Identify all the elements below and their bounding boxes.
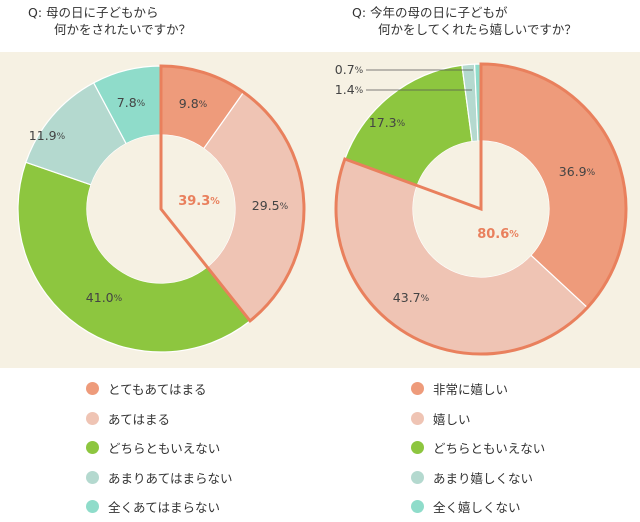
data-label-value: 11.9	[29, 128, 57, 143]
chart-2-highlight-outline	[334, 62, 628, 356]
legend-swatch	[86, 500, 99, 514]
legend-swatch	[411, 382, 424, 396]
chart-2-data-label-2: 43.7%	[393, 290, 430, 305]
center-value-number: 39.3	[178, 194, 210, 209]
data-label-value: 0.7	[335, 62, 355, 77]
chart-1-legend-item-1: とてもあてはまる	[86, 374, 233, 404]
data-label-unit: %	[137, 99, 146, 109]
chart-1-data-label-5: 7.8%	[117, 95, 146, 110]
legend-swatch	[86, 470, 99, 484]
chart-1-data-label-3: 41.0%	[86, 290, 123, 305]
chart-2-legend-item-5: 全く嬉しくない	[411, 492, 545, 522]
center-value-unit: %	[210, 196, 220, 207]
legend-label: どちらともいえない	[108, 441, 221, 457]
data-label-value: 43.7	[393, 290, 421, 305]
data-label-value: 36.9	[559, 164, 587, 179]
legend-label: 全く嬉しくない	[433, 500, 521, 516]
chart-1-data-label-1: 9.8%	[179, 96, 208, 111]
legend-swatch	[86, 441, 99, 455]
data-label-unit: %	[355, 86, 364, 96]
chart-1-data-label-4: 11.9%	[29, 128, 66, 143]
chart-1-title-line2: 何かをされたいですか？	[54, 22, 192, 37]
chart-2-data-label-3: 17.3%	[369, 115, 406, 130]
chart-2-legend-item-3: どちらともいえない	[411, 433, 545, 463]
legend-label: 非常に嬉しい	[433, 382, 509, 398]
chart-1-title-line1: Q: 母の日に子どもから	[28, 5, 159, 20]
chart-1-legend-item-3: どちらともいえない	[86, 433, 233, 463]
chart-2-data-label-5: 0.7%	[335, 62, 364, 77]
legend-label: あまり嬉しくない	[433, 470, 534, 486]
legend-swatch	[411, 470, 424, 484]
chart-2-title: Q: 今年の母の日に子どもが 何かをしてくれたら嬉しいですか？	[352, 4, 577, 38]
chart-1-legend-item-2: あてはまる	[86, 404, 233, 434]
chart-1-data-label-2: 29.5%	[252, 198, 289, 213]
chart-2-data-label-4: 1.4%	[335, 82, 364, 97]
legend-label: 嬉しい	[433, 411, 471, 427]
chart-1-highlight-outline	[159, 64, 306, 323]
chart-2-legend-item-2: 嬉しい	[411, 404, 545, 434]
legend-swatch	[411, 500, 424, 514]
chart-2-center-value: 80.6%	[477, 227, 519, 242]
data-label-unit: %	[421, 294, 430, 304]
data-label-value: 17.3	[369, 115, 397, 130]
data-label-unit: %	[199, 100, 208, 110]
data-label-unit: %	[57, 132, 66, 142]
data-label-value: 7.8	[117, 95, 137, 110]
chart-1-title: Q: 母の日に子どもから 何かをされたいですか？	[28, 4, 191, 38]
chart-2-title-line2: 何かをしてくれたら嬉しいですか？	[378, 22, 577, 37]
chart-1-legend-item-4: あまりあてはまらない	[86, 463, 233, 493]
data-label-unit: %	[355, 66, 364, 76]
legend-label: あてはまる	[108, 411, 171, 427]
center-value-number: 80.6	[477, 227, 509, 242]
data-label-value: 29.5	[252, 198, 280, 213]
chart-2-legend: 非常に嬉しい 嬉しいどちらともいえない あまり嬉しくない 全く嬉しくない	[411, 374, 545, 522]
data-label-value: 1.4	[335, 82, 355, 97]
legend-swatch	[86, 411, 99, 425]
legend-label: 全くあてはまらない	[108, 500, 221, 516]
chart-1-center-value: 39.3%	[178, 194, 220, 209]
data-label-value: 41.0	[86, 290, 114, 305]
legend-swatch	[411, 441, 424, 455]
chart-2-legend-item-4: あまり嬉しくない	[411, 463, 545, 493]
data-label-unit: %	[397, 119, 406, 129]
chart-2-legend-item-1: 非常に嬉しい	[411, 374, 545, 404]
data-label-unit: %	[114, 294, 123, 304]
chart-1-legend-item-5: 全くあてはまらない	[86, 492, 233, 522]
legend-swatch	[411, 411, 424, 425]
legend-swatch	[86, 382, 99, 396]
legend-label: どちらともいえない	[433, 441, 546, 457]
chart-2-title-line1: Q: 今年の母の日に子どもが	[352, 5, 508, 20]
data-label-unit: %	[280, 202, 289, 212]
legend-label: とてもあてはまる	[108, 382, 207, 398]
legend-label: あまりあてはまらない	[108, 470, 233, 486]
center-value-unit: %	[509, 229, 519, 240]
chart-2-data-label-1: 36.9%	[559, 164, 596, 179]
chart-1-legend: とてもあてはまる あてはまるどちらともいえない あまりあてはまらない 全くあてはまらな…	[86, 374, 233, 522]
data-label-unit: %	[587, 168, 596, 178]
data-label-value: 9.8	[179, 96, 199, 111]
